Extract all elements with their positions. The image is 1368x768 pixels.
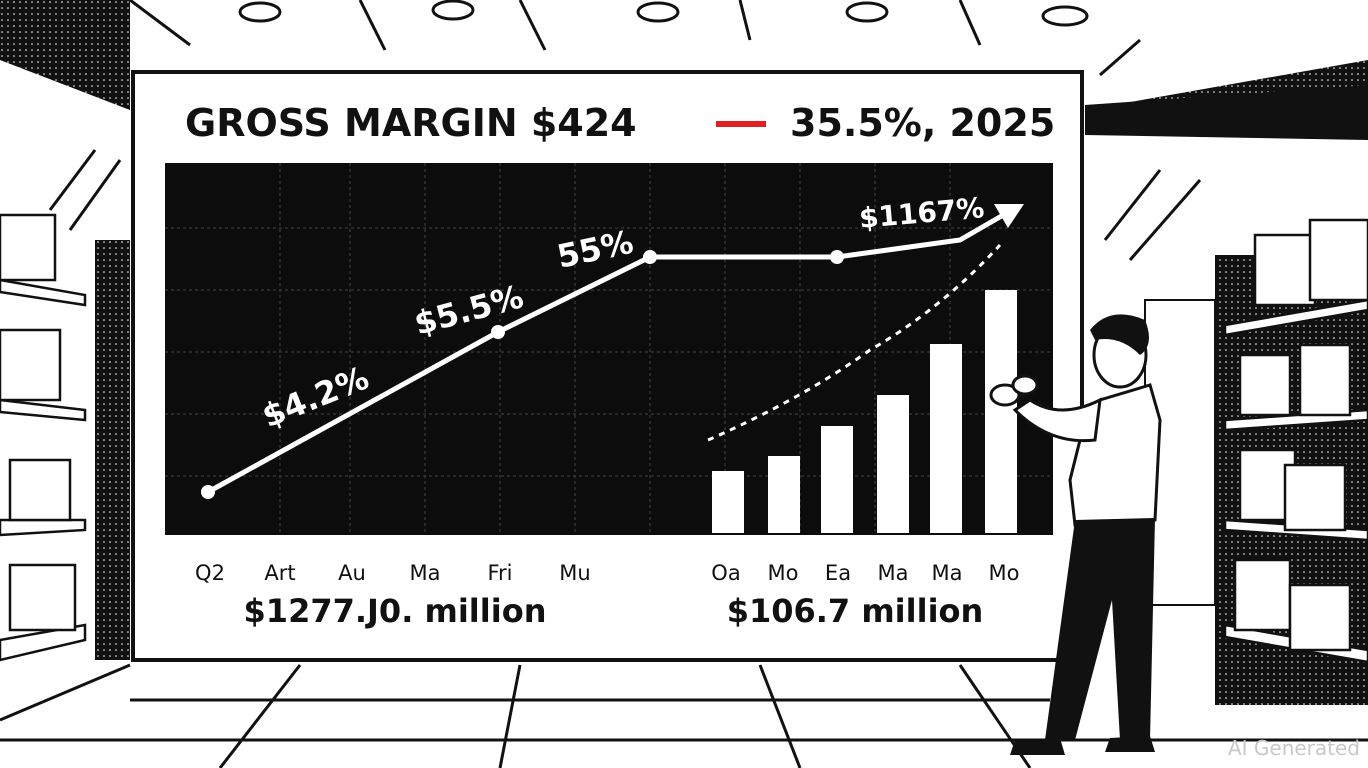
x-axis-label: Ma (878, 561, 909, 585)
ceiling (0, 0, 1368, 140)
left-shelves (0, 140, 130, 662)
right-total: $106.7 million (727, 592, 984, 630)
x-axis-label: Mo (768, 561, 799, 585)
x-axis-label: Fri (487, 561, 512, 585)
watermark: AI Generated (1228, 736, 1360, 760)
left-total: $1277.J0. million (244, 592, 547, 630)
right-shelves (1103, 169, 1368, 705)
x-axis-label: Ma (410, 561, 441, 585)
title: GROSS MARGIN $424 (185, 101, 637, 145)
x-axis-label: Ma (932, 561, 963, 585)
x-axis-label: Mo (989, 561, 1020, 585)
x-axis-label: Ea (825, 561, 851, 585)
legend-label: 35.5%, 2025 (790, 101, 1055, 145)
x-axis-label: Au (338, 561, 366, 585)
x-axis-label: Mu (559, 561, 590, 585)
person (989, 314, 1162, 755)
x-axis-label: Art (264, 561, 295, 585)
chart-panel (165, 163, 1053, 535)
x-axis-label: Oa (711, 561, 740, 585)
floor (0, 663, 1368, 768)
x-axis-label: Q2 (195, 561, 225, 585)
